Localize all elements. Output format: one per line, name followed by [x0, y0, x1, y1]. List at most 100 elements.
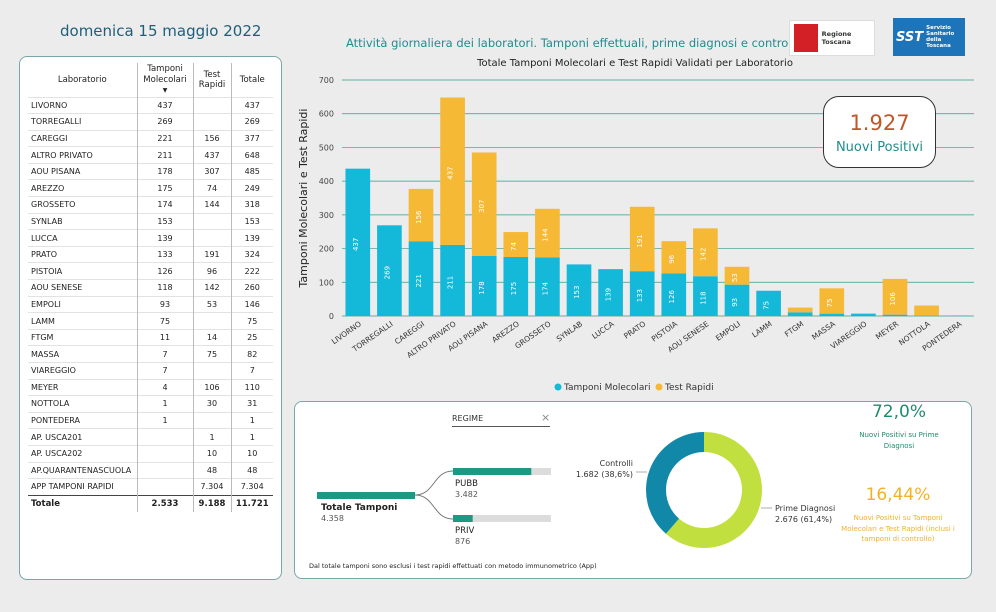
column-header-test-rapidi[interactable]: Test Rapidi: [192, 63, 231, 97]
priv-bar-fill[interactable]: [453, 515, 473, 522]
table-row[interactable]: PRATO 133 191 324: [28, 245, 273, 263]
bar-molecolari[interactable]: [471, 255, 497, 316]
table-row[interactable]: AP.QUARANTENASCUOLA 48 48: [28, 461, 273, 479]
regime-filter-title[interactable]: REGIME: [452, 414, 550, 427]
table-row[interactable]: TORREGALLI 269 269: [28, 113, 273, 131]
bar-molecolari[interactable]: [819, 313, 845, 316]
table-row[interactable]: PISTOIA 126 96 222: [28, 262, 273, 280]
bar-rapidi[interactable]: [693, 228, 718, 277]
table-row[interactable]: APP TAMPONI RAPIDI 7.304 7.304: [28, 478, 273, 496]
chart-legend[interactable]: Tamponi Molecolari Test Rapidi: [554, 383, 714, 393]
sst-abbr: SST: [896, 29, 924, 45]
table-cell: 10: [230, 444, 273, 463]
bar-molecolari[interactable]: [598, 269, 623, 316]
table-row[interactable]: AP. USCA202 10 10: [28, 444, 273, 463]
legend-marker[interactable]: [655, 383, 663, 391]
bar-molecolari[interactable]: [693, 276, 718, 316]
table-cell: 1: [192, 428, 231, 446]
legend-marker[interactable]: [554, 383, 562, 391]
table-cell: 118: [136, 279, 193, 297]
bar-rapidi[interactable]: [629, 206, 655, 272]
bar-molecolari[interactable]: [535, 257, 560, 316]
sst-logo: SST Servizio Sanitario della Toscana: [893, 18, 965, 56]
bar-data-label: 133: [636, 289, 644, 302]
table-cell: 133: [136, 245, 193, 263]
legend-label[interactable]: Tamponi Molecolari: [563, 383, 651, 393]
bar-molecolari[interactable]: [377, 225, 402, 316]
bar-molecolari[interactable]: [440, 244, 465, 316]
bar-molecolari[interactable]: [629, 271, 655, 316]
bar-rapidi[interactable]: [819, 288, 845, 314]
report-date: domenica 15 maggio 2022: [60, 22, 262, 40]
table-total-cell: 9.188: [192, 494, 231, 512]
regime-panel: REGIME × Totale Tamponi 4.358 PUBB 3.482 PRI…: [294, 401, 972, 579]
table-row[interactable]: AP. USCA201 1 1: [28, 428, 273, 446]
table-row[interactable]: AREZZO 175 74 249: [28, 179, 273, 197]
y-tick-label: 200: [319, 245, 334, 254]
table-row[interactable]: MASSA 7 75 82: [28, 345, 273, 363]
column-header-totale[interactable]: Totale: [230, 63, 273, 97]
column-header-tamponi-molecolari[interactable]: Tamponi Molecolari ▼: [136, 63, 193, 97]
table-row[interactable]: FTGM 11 14 25: [28, 328, 273, 346]
table-row[interactable]: ALTRO PRIVATO 211 437 648: [28, 146, 273, 164]
table-cell: AOU SENESE: [28, 279, 137, 297]
bar-rapidi[interactable]: [503, 232, 529, 257]
sort-desc-icon[interactable]: ▼: [162, 86, 168, 94]
column-header-laboratorio[interactable]: Laboratorio: [57, 74, 107, 85]
table-row[interactable]: NOTTOLA 1 30 31: [28, 395, 273, 413]
table-cell: 48: [192, 461, 231, 479]
table-row[interactable]: AOU SENESE 118 142 260: [28, 279, 273, 297]
bar-rapidi[interactable]: [408, 188, 434, 242]
table-cell: EMPOLI: [28, 295, 137, 313]
table-row[interactable]: SYNLAB 153 153: [28, 212, 273, 230]
table-row[interactable]: LUCCA 139 139: [28, 229, 273, 247]
pubb-bar-fill[interactable]: [453, 468, 532, 475]
table-cell: 146: [230, 295, 273, 313]
table-cell: [136, 478, 193, 496]
bar-molecolari[interactable]: [408, 241, 434, 316]
close-icon[interactable]: ×: [541, 411, 551, 424]
table-row[interactable]: EMPOLI 93 53 146: [28, 295, 273, 313]
table-cell: AP.QUARANTENASCUOLA: [28, 461, 137, 479]
bar-molecolari[interactable]: [787, 312, 813, 316]
y-tick-label: 500: [319, 143, 334, 152]
table-row[interactable]: VIAREGGIO 7 7: [28, 362, 273, 380]
bar-data-label: 74: [510, 242, 518, 251]
table-cell: 1: [136, 411, 193, 429]
table-row[interactable]: CAREGGI 221 156 377: [28, 129, 273, 147]
donut-slice-prime-diagnosi[interactable]: [665, 432, 762, 548]
bar-rapidi[interactable]: [471, 152, 497, 256]
bar-rapidi[interactable]: [440, 97, 465, 245]
bar-rapidi[interactable]: [882, 278, 908, 315]
bar-rapidi[interactable]: [535, 208, 560, 258]
table-row[interactable]: LIVORNO 437 437: [28, 96, 273, 114]
total-tamponi-bar[interactable]: [317, 492, 415, 499]
table-total-row: Totale 2.533 9.188 11.721: [28, 494, 273, 512]
bar-rapidi[interactable]: [724, 266, 750, 285]
sst-line-3: della: [926, 37, 942, 43]
table-cell: TORREGALLI: [28, 113, 137, 131]
table-row[interactable]: MEYER 4 106 110: [28, 378, 273, 396]
bar-molecolari[interactable]: [661, 273, 687, 316]
table-cell: 153: [136, 212, 193, 230]
table-row[interactable]: PONTEDERA 1 1: [28, 411, 273, 429]
bar-molecolari[interactable]: [756, 290, 781, 316]
y-tick-label: 0: [329, 312, 334, 321]
table-row[interactable]: LAMM 75 75: [28, 312, 273, 330]
table-row[interactable]: GROSSETO 174 144 318: [28, 196, 273, 214]
bar-rapidi[interactable]: [914, 305, 939, 316]
bar-molecolari[interactable]: [851, 313, 876, 316]
x-tick-label: MASSA: [810, 319, 837, 342]
bar-rapidi[interactable]: [787, 307, 813, 313]
donut-slice-controlli[interactable]: [646, 432, 704, 534]
bar-rapidi[interactable]: [661, 241, 687, 274]
bar-molecolari[interactable]: [345, 168, 371, 316]
priv-bar-track: [453, 515, 551, 522]
legend-label[interactable]: Test Rapidi: [664, 383, 714, 393]
table-row[interactable]: AOU PISANA 178 307 485: [28, 162, 273, 180]
bar-molecolari[interactable]: [882, 314, 908, 316]
table-cell: 377: [230, 129, 273, 147]
bar-molecolari[interactable]: [566, 264, 592, 316]
bar-molecolari[interactable]: [724, 284, 750, 316]
bar-molecolari[interactable]: [503, 257, 529, 316]
